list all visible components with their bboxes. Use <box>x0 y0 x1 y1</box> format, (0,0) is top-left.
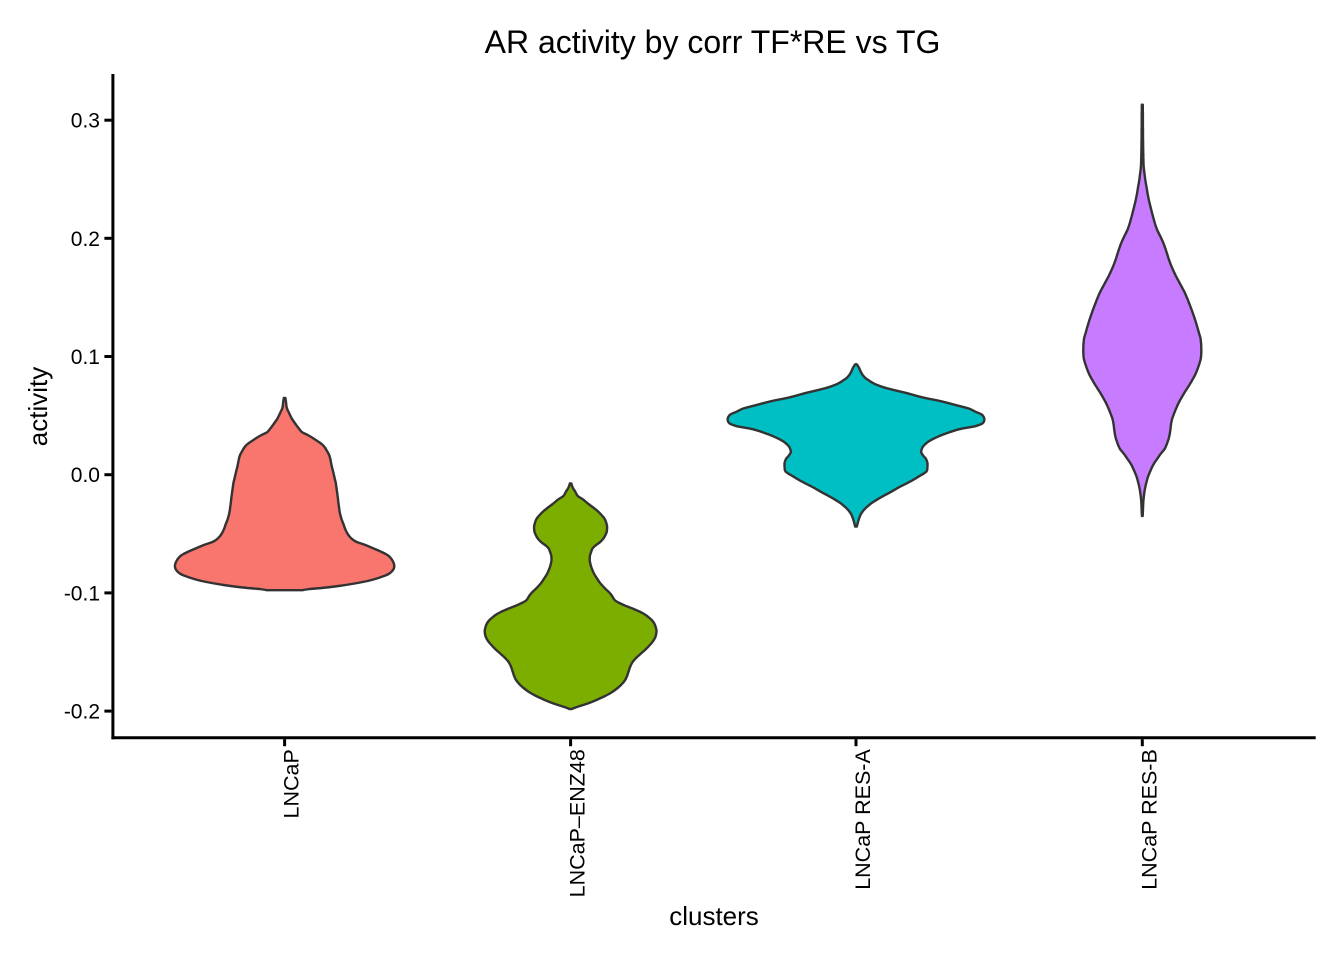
svg-text:LNCaP: LNCaP <box>280 749 304 818</box>
svg-text:-0.1: -0.1 <box>64 582 100 605</box>
svg-text:LNCaP RES-A: LNCaP RES-A <box>851 749 875 890</box>
svg-text:clusters: clusters <box>669 901 759 931</box>
svg-text:-0.2: -0.2 <box>64 701 100 724</box>
svg-text:0.1: 0.1 <box>71 346 100 369</box>
svg-text:LNCaP–ENZ48: LNCaP–ENZ48 <box>566 749 590 897</box>
svg-text:0.2: 0.2 <box>71 228 100 251</box>
svg-text:LNCaP RES-B: LNCaP RES-B <box>1137 749 1161 890</box>
svg-text:0.3: 0.3 <box>71 110 100 133</box>
svg-text:0.0: 0.0 <box>71 464 100 487</box>
svg-text:AR activity by corr TF*RE vs T: AR activity by corr TF*RE vs TG <box>485 24 941 60</box>
svg-text:activity: activity <box>23 367 53 446</box>
